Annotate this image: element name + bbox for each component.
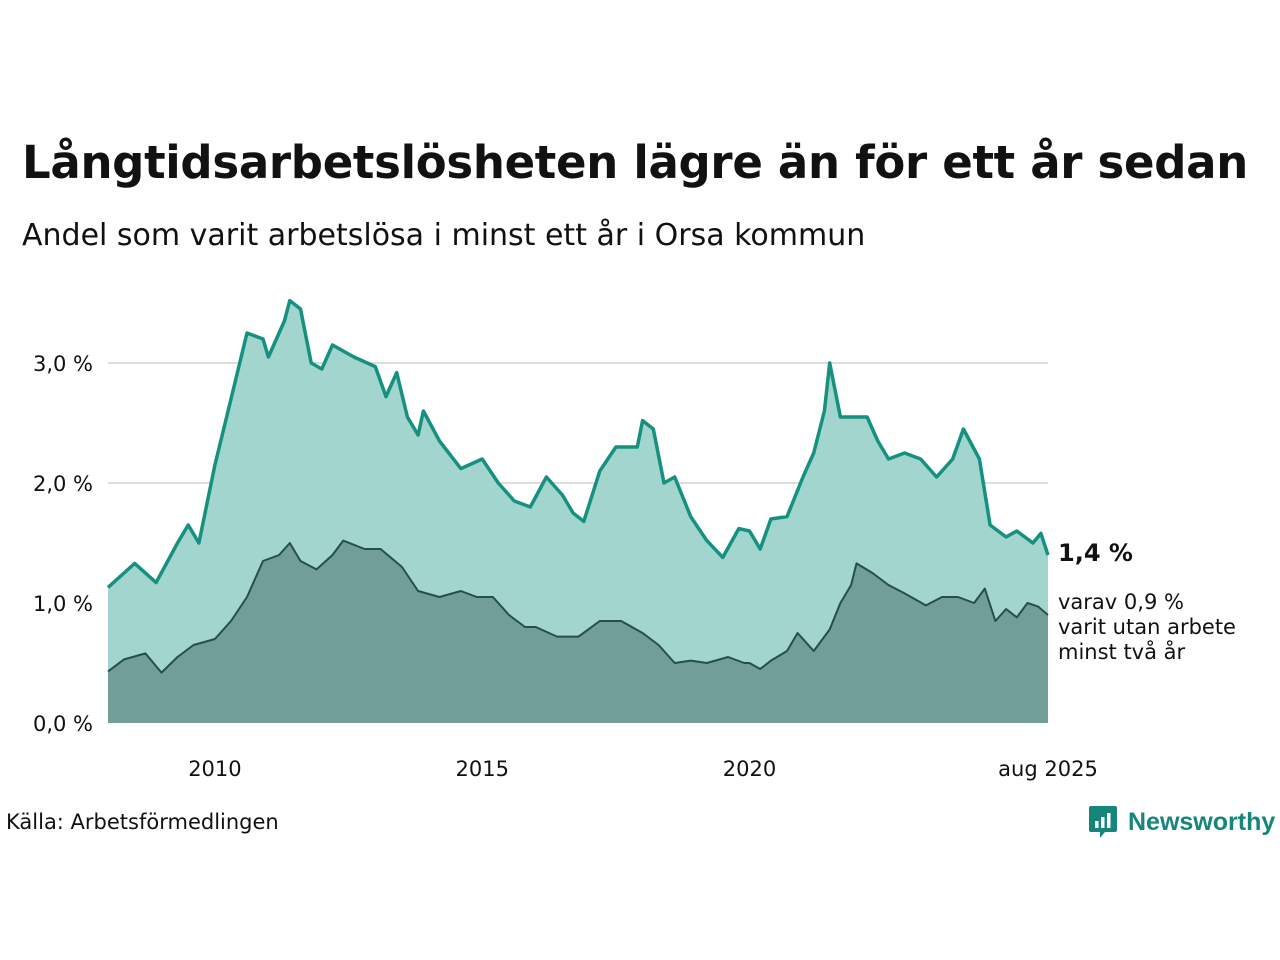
sub-value-label: varav 0,9 % — [1058, 590, 1184, 614]
series-long-term-1yr-line — [106, 298, 1050, 589]
chart-subtitle: Andel som varit arbetslösa i minst ett å… — [22, 218, 866, 253]
y-axis: 0,0 % 1,0 % 2,0 % 3,0 % — [33, 352, 93, 736]
chart-areas — [106, 298, 1050, 723]
y-tick-label: 2,0 % — [33, 472, 93, 496]
x-axis: 2010 2015 2020 aug 2025 — [188, 757, 1098, 781]
y-tick-label: 0,0 % — [33, 712, 93, 736]
y-tick-label: 1,0 % — [33, 592, 93, 616]
last-value-label: 1,4 % — [1058, 539, 1133, 567]
sub-value-line3: minst två år — [1058, 639, 1186, 664]
brand-name: Newsworthy — [1128, 807, 1276, 836]
x-tick-label: 2015 — [455, 757, 508, 781]
x-tick-label: 2020 — [723, 757, 776, 781]
series-long-term-2yr-area — [108, 540, 1048, 723]
x-tick-label: 2010 — [188, 757, 241, 781]
series-long-term-2yr-line — [107, 539, 1049, 674]
sub-value-line2: varit utan arbete — [1058, 615, 1236, 639]
newsworthy-logo-icon — [1089, 806, 1117, 838]
source-note: Källa: Arbetsförmedlingen — [6, 810, 279, 834]
brand-logo: Newsworthy — [1088, 804, 1275, 840]
area-chart: 0,0 % 1,0 % 2,0 % 3,0 % 2010 2015 2020 aug 202… — [33, 298, 1236, 781]
y-tick-label: 3,0 % — [33, 352, 93, 376]
chart-title: Långtidsarbetslösheten lägre än för ett … — [22, 136, 1248, 189]
x-tick-label: aug 2025 — [998, 757, 1098, 781]
